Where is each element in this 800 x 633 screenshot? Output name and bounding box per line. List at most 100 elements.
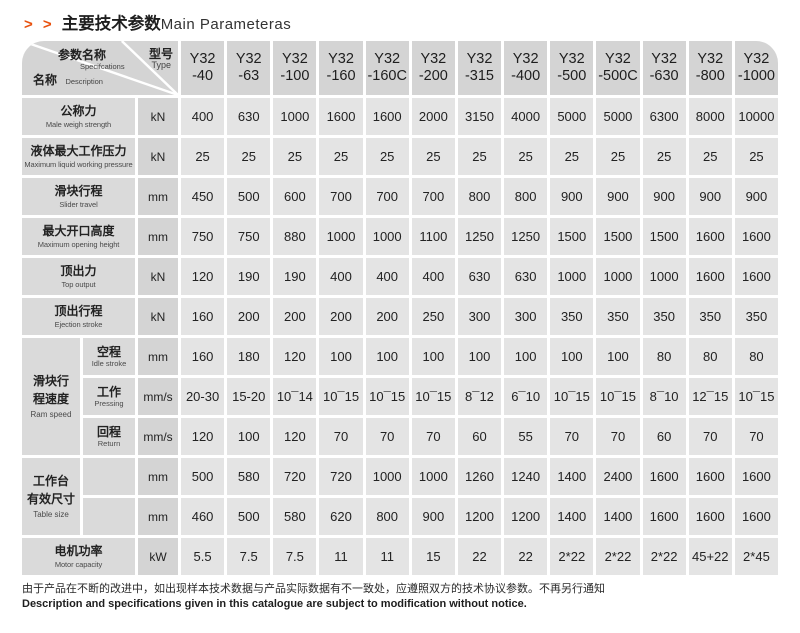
value-cell: 720 [319, 458, 363, 495]
column-header-y32-63: Y32 -63 [227, 41, 271, 95]
row-label-cn: 液体最大工作压力 [30, 144, 127, 159]
value-cell: 6¯10 [504, 378, 548, 415]
column-header-y32-40: Y32 -40 [181, 41, 225, 95]
value-cell: 7.5 [227, 538, 271, 575]
value-cell: 750 [227, 218, 271, 255]
value-cell: 70 [365, 418, 409, 455]
row-sublabel-en: Pressing [94, 399, 124, 409]
row-label: 公称力 Male weigh strength [22, 98, 135, 135]
value-cell: 25 [734, 138, 778, 175]
value-cell: 120 [181, 258, 225, 295]
row-label-cn: 最大开口高度 [42, 224, 115, 239]
value-cell: 25 [688, 138, 732, 175]
row-group-label: 滑块行 程速度 Ram speed [22, 338, 80, 455]
footer-note: 由于产品在不断的改进中，如出现样本技术数据与产品实际数据有不一致处，应遵照双方的… [22, 582, 782, 613]
value-cell: 250 [411, 298, 455, 335]
column-header-line1: Y32 [605, 51, 631, 68]
value-cell: 400 [365, 258, 409, 295]
unit-cell: mm/s [138, 378, 178, 415]
value-cell: 100 [550, 338, 594, 375]
column-header-y32-315: Y32 -315 [457, 41, 502, 95]
column-header-line2: -200 [418, 68, 448, 84]
value-cell: 10000 [734, 98, 778, 135]
value-cell: 22 [457, 538, 502, 575]
value-cell: 1600 [734, 498, 778, 535]
value-cell: 1000 [411, 458, 455, 495]
value-cell: 700 [365, 178, 409, 215]
column-header-line1: Y32 [328, 51, 354, 68]
value-cell: 12¯15 [688, 378, 732, 415]
value-cell: 7.5 [273, 538, 317, 575]
value-cell: 630 [504, 258, 548, 295]
row-sublabel-en: Idle stroke [91, 359, 127, 369]
column-header-line1: Y32 [420, 51, 447, 68]
value-cell: 25 [504, 138, 548, 175]
value-cell: 15 [411, 538, 455, 575]
value-cell: 25 [181, 138, 225, 175]
value-cell: 800 [504, 178, 548, 215]
value-cell: 55 [504, 418, 548, 455]
value-cell: 300 [504, 298, 548, 335]
value-cell: 10¯14 [273, 378, 317, 415]
row-label-cn: 公称力 [60, 104, 97, 119]
value-cell: 1000 [596, 258, 640, 295]
title-text-en: Main Parameteras [160, 16, 292, 33]
value-cell: 70 [734, 418, 778, 455]
value-cell: 3150 [457, 98, 502, 135]
value-cell: 8000 [688, 98, 732, 135]
value-cell: 25 [319, 138, 363, 175]
value-cell: 100 [457, 338, 502, 375]
value-cell: 2*22 [642, 538, 686, 575]
row-sublabel-cn: 工作 [96, 384, 121, 399]
value-cell: 1400 [596, 498, 640, 535]
row-label: 最大开口高度 Maximum opening height [22, 218, 135, 255]
column-header-line2: -800 [695, 68, 725, 84]
value-cell: 25 [365, 138, 409, 175]
corner-desc-label-cn: 名称 [33, 73, 58, 87]
value-cell: 500 [181, 458, 225, 495]
value-cell: 60 [457, 418, 502, 455]
value-cell: 1100 [411, 218, 455, 255]
value-cell: 10¯15 [319, 378, 363, 415]
value-cell: 1600 [688, 498, 732, 535]
unit-cell: mm [138, 218, 178, 255]
unit-cell: mm [138, 338, 178, 375]
title-text-cn: 主要技术参数 [61, 15, 161, 33]
value-cell: 1500 [550, 218, 594, 255]
spec-table: 参数名称 Specifcations 型号 Type 名称 Descriptio… [22, 41, 778, 575]
row-group-label-cn2: 程速度 [32, 392, 69, 407]
value-cell: 1250 [457, 218, 502, 255]
row-label: 液体最大工作压力 Maximum liquid working pressure [22, 138, 135, 175]
value-cell: 1000 [319, 218, 363, 255]
value-cell: 1000 [273, 98, 317, 135]
value-cell: 10¯15 [596, 378, 640, 415]
value-cell: 10¯15 [734, 378, 778, 415]
row-sublabel: 回程 Return [83, 418, 135, 455]
column-header-y32-800: Y32 -800 [688, 41, 732, 95]
column-header-y32-500C: Y32 -500C [596, 41, 640, 95]
row-label-en: Ejection stroke [54, 319, 103, 329]
value-cell: 10¯15 [550, 378, 594, 415]
value-cell: 120 [181, 418, 225, 455]
value-cell: 900 [734, 178, 778, 215]
value-cell: 10¯15 [365, 378, 409, 415]
value-cell: 100 [504, 338, 548, 375]
row-label-cn: 顶出行程 [54, 304, 103, 319]
value-cell: 100 [227, 418, 271, 455]
unit-cell: kN [138, 258, 178, 295]
value-cell: 400 [319, 258, 363, 295]
value-cell: 200 [273, 298, 317, 335]
value-cell: 450 [181, 178, 225, 215]
value-cell: 20-30 [181, 378, 225, 415]
corner-desc-label: 名称 Description [33, 71, 103, 89]
row-sublabel-cn: 回程 [96, 424, 121, 439]
value-cell: 1600 [688, 218, 732, 255]
row-group-label-cn1: 滑块行 [32, 373, 69, 388]
column-header-line1: Y32 [466, 51, 493, 68]
value-cell: 1600 [365, 98, 409, 135]
row-sublabel-en: Return [97, 439, 121, 449]
row-sublabel-cn: 空程 [96, 344, 121, 359]
value-cell: 11 [319, 538, 363, 575]
value-cell: 80 [642, 338, 686, 375]
value-cell: 900 [550, 178, 594, 215]
